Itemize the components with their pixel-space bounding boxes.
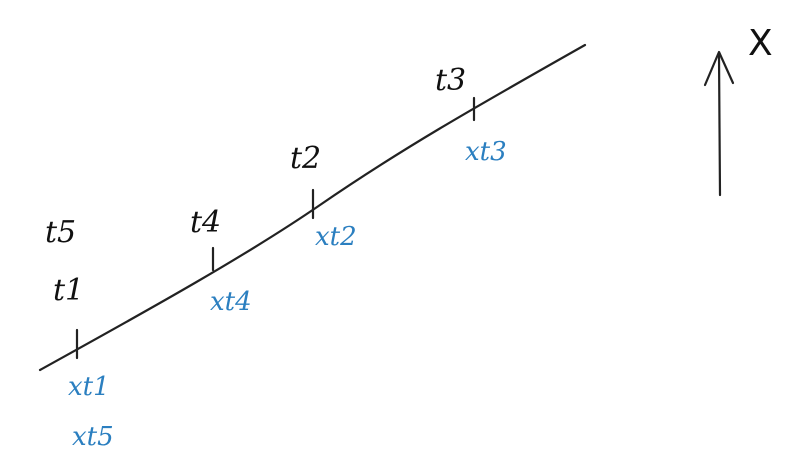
label-x-t4: xt4 [210,287,252,317]
label-t1: t1 [53,273,84,308]
label-x-t3: xt3 [465,137,507,167]
label-x-t2: xt2 [315,222,357,252]
x-axis-label: X [748,23,773,64]
label-x-t5: xt5 [72,422,114,452]
label-t3: t3 [435,63,466,98]
trajectory-line [38,43,587,372]
label-x-t1: xt1 [68,372,110,402]
label-t2: t2 [290,141,321,176]
label-t5: t5 [45,215,76,250]
x-axis-arrow-head [703,50,735,87]
label-t4: t4 [190,205,221,240]
x-axis-arrow-shaft [717,53,722,197]
